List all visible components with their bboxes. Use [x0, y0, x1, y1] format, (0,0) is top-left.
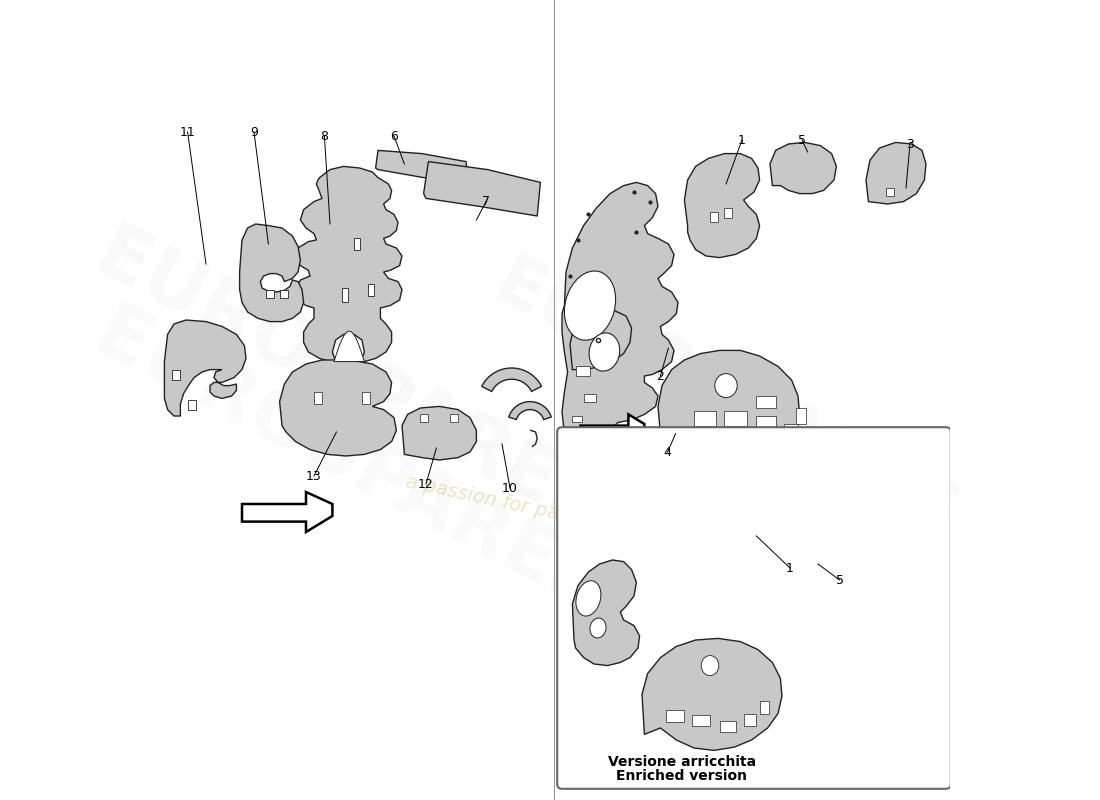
Polygon shape — [572, 416, 582, 422]
Polygon shape — [886, 188, 894, 196]
Polygon shape — [342, 288, 349, 302]
Polygon shape — [581, 414, 645, 446]
Polygon shape — [725, 208, 733, 218]
Text: 13: 13 — [306, 470, 322, 482]
Polygon shape — [362, 392, 370, 404]
Text: Versione arricchita: Versione arricchita — [608, 754, 756, 769]
Text: 10: 10 — [502, 482, 518, 494]
Text: 2: 2 — [657, 370, 664, 382]
Polygon shape — [796, 408, 806, 424]
Text: 7: 7 — [482, 195, 490, 208]
Polygon shape — [642, 638, 782, 750]
FancyBboxPatch shape — [558, 427, 950, 789]
Polygon shape — [420, 414, 428, 422]
Polygon shape — [725, 411, 747, 426]
Polygon shape — [783, 424, 798, 438]
Text: 1: 1 — [738, 134, 746, 146]
Polygon shape — [375, 150, 469, 180]
Polygon shape — [575, 366, 590, 376]
Text: 3: 3 — [906, 138, 914, 150]
Text: 12: 12 — [418, 478, 433, 490]
Polygon shape — [279, 360, 396, 456]
Polygon shape — [694, 411, 716, 426]
Text: EUROSPARES: EUROSPARES — [82, 218, 618, 550]
Text: Enriched version: Enriched version — [616, 769, 748, 783]
Polygon shape — [242, 492, 332, 532]
Text: 5: 5 — [836, 574, 844, 586]
Polygon shape — [508, 402, 551, 419]
Polygon shape — [757, 416, 777, 430]
Ellipse shape — [715, 374, 737, 398]
Ellipse shape — [590, 333, 619, 371]
Text: 9: 9 — [250, 126, 257, 138]
Polygon shape — [572, 560, 639, 666]
Ellipse shape — [701, 656, 718, 675]
Polygon shape — [188, 400, 197, 410]
Polygon shape — [402, 406, 476, 460]
Polygon shape — [450, 414, 458, 422]
Polygon shape — [757, 396, 777, 408]
Text: EUROSPARES: EUROSPARES — [82, 298, 618, 630]
Text: 6: 6 — [390, 130, 398, 142]
Polygon shape — [658, 350, 800, 474]
Polygon shape — [164, 320, 246, 416]
Polygon shape — [710, 212, 718, 222]
Text: 8: 8 — [320, 130, 329, 142]
Polygon shape — [296, 166, 402, 362]
Ellipse shape — [576, 581, 601, 616]
Polygon shape — [684, 154, 760, 258]
Polygon shape — [570, 310, 631, 370]
Polygon shape — [692, 715, 710, 726]
Polygon shape — [266, 290, 274, 298]
Polygon shape — [240, 224, 304, 322]
Polygon shape — [744, 714, 757, 726]
Polygon shape — [334, 331, 364, 362]
Ellipse shape — [590, 618, 606, 638]
Text: a passion for parts since 1985: a passion for parts since 1985 — [404, 472, 696, 552]
Polygon shape — [424, 162, 540, 216]
Polygon shape — [279, 290, 287, 298]
Polygon shape — [584, 394, 595, 402]
Polygon shape — [666, 710, 683, 722]
Text: 5: 5 — [798, 134, 806, 146]
Text: 1: 1 — [786, 562, 794, 574]
Polygon shape — [314, 392, 322, 404]
Polygon shape — [562, 182, 678, 466]
Text: 11: 11 — [179, 126, 196, 138]
Polygon shape — [719, 721, 736, 732]
Ellipse shape — [564, 271, 616, 340]
Polygon shape — [866, 142, 926, 204]
Polygon shape — [354, 238, 360, 250]
Polygon shape — [482, 368, 541, 391]
Polygon shape — [770, 142, 836, 194]
Text: 4: 4 — [663, 446, 671, 458]
Polygon shape — [173, 370, 180, 380]
Text: EUROSPARES: EUROSPARES — [482, 249, 970, 551]
Polygon shape — [367, 284, 374, 296]
Polygon shape — [760, 701, 769, 714]
